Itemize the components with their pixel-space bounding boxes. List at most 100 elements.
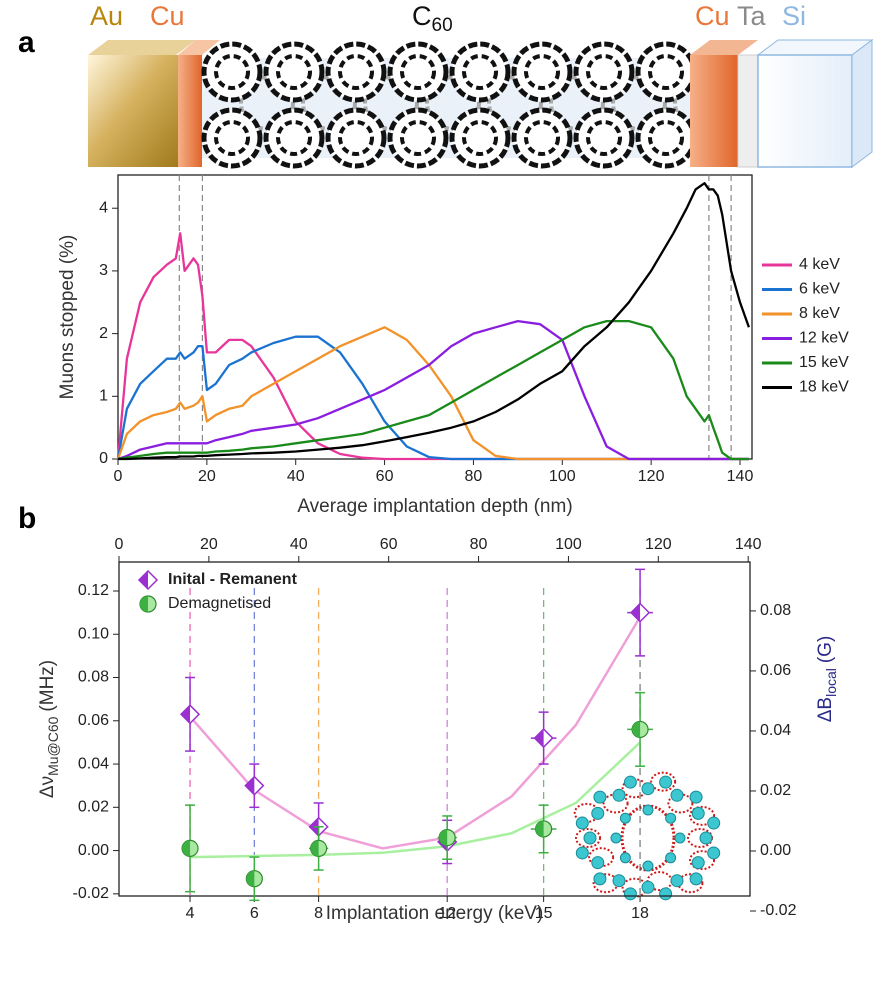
x2-tick-label: 100 xyxy=(555,536,582,553)
atom xyxy=(689,872,703,886)
atom xyxy=(707,816,721,830)
layer-label: Au xyxy=(90,1,123,31)
series-line xyxy=(118,182,750,461)
x-tick-label: 60 xyxy=(376,468,394,485)
x-tick-label: 8 xyxy=(314,905,323,922)
data-point xyxy=(533,728,554,749)
fullerene-inner xyxy=(276,120,312,156)
y-title-unit: (MHz) xyxy=(37,660,58,712)
au-top xyxy=(88,40,196,55)
x-tick-label: 40 xyxy=(287,468,305,485)
atom xyxy=(619,812,631,824)
atom xyxy=(659,775,673,789)
y-tick-label: 3 xyxy=(99,262,108,279)
atom xyxy=(591,856,605,870)
atom xyxy=(623,887,637,901)
legend-label: 12 keV xyxy=(799,330,849,347)
layer-name: Ta xyxy=(737,1,767,31)
y-tick-label: 0 xyxy=(99,450,108,467)
data-point xyxy=(438,828,456,847)
atom xyxy=(593,790,607,804)
marker-fill xyxy=(535,820,544,837)
fullerene xyxy=(573,107,635,169)
cu-top xyxy=(178,40,220,55)
fit-curve xyxy=(189,741,641,859)
fullerene-inner xyxy=(400,120,436,156)
atom xyxy=(665,852,677,864)
fullerene xyxy=(511,107,573,169)
marker-fill xyxy=(534,729,544,748)
series-line xyxy=(116,326,749,461)
marker-fill xyxy=(140,596,148,612)
atom xyxy=(641,880,655,894)
data-point xyxy=(244,775,265,796)
y2-title-main: ΔB xyxy=(815,697,836,722)
legend-marker xyxy=(137,569,159,591)
atom xyxy=(670,874,684,888)
fullerene-inner xyxy=(338,120,374,156)
atom xyxy=(659,887,673,901)
cu-block xyxy=(690,55,738,167)
panel-label: b xyxy=(18,502,36,535)
layer-label: C60 xyxy=(412,1,453,36)
fullerene xyxy=(325,107,387,169)
y2-axis-title: ΔBlocal (G) xyxy=(815,636,839,723)
legend-label: Demagnetised xyxy=(168,595,271,612)
plot-frame xyxy=(118,561,751,897)
y2-tick-label: 0.08 xyxy=(760,602,791,619)
data-point xyxy=(535,820,553,838)
x-axis-title: Implantation energy (keV) xyxy=(326,903,544,924)
x-tick-label: 100 xyxy=(549,468,576,485)
atom xyxy=(689,790,703,804)
y2-title-sub: local xyxy=(823,668,839,697)
au-block xyxy=(88,55,178,167)
atom xyxy=(575,846,589,860)
fullerene-inner xyxy=(214,120,250,156)
layer-name: Cu xyxy=(150,1,185,31)
x-tick-label: 120 xyxy=(638,468,665,485)
layer-label: Cu xyxy=(150,1,185,31)
data-point xyxy=(631,720,649,739)
y2-tick-label: 0.00 xyxy=(760,842,791,859)
x-tick-label: 80 xyxy=(465,468,483,485)
y-tick-label: 0.00 xyxy=(78,842,109,859)
x-tick-label: 140 xyxy=(727,468,754,485)
x-tick-label: 4 xyxy=(186,905,195,922)
legend-marker xyxy=(139,595,157,613)
fullerene-inner xyxy=(648,54,684,90)
y-title-main: Δν xyxy=(37,776,58,798)
y-axis-title: Muons stopped (%) xyxy=(57,235,78,400)
y-tick-label: 0.04 xyxy=(78,755,109,772)
fullerene-inner xyxy=(276,54,312,90)
atom xyxy=(575,816,589,830)
si-block xyxy=(757,54,853,168)
legend-label: 18 keV xyxy=(799,379,849,396)
y2-title-unit: (G) xyxy=(815,636,836,663)
y-tick-label: -0.02 xyxy=(73,885,110,902)
x-tick-label: 12 xyxy=(438,905,456,922)
fullerene xyxy=(201,41,263,103)
x2-tick-label: 0 xyxy=(115,536,124,553)
atom xyxy=(593,872,607,886)
data-point xyxy=(310,839,328,858)
atom xyxy=(691,856,705,870)
x2-tick-label: 140 xyxy=(735,536,762,553)
atom xyxy=(699,831,713,845)
fullerene-inner xyxy=(400,54,436,90)
cu-top xyxy=(690,40,758,55)
x2-tick-label: 120 xyxy=(645,536,672,553)
y-tick-label: 2 xyxy=(99,325,108,342)
fullerene xyxy=(635,107,697,169)
legend-label: 8 keV xyxy=(799,305,840,322)
y-tick-label: 4 xyxy=(99,199,108,216)
fullerene xyxy=(449,107,511,169)
marker-fill xyxy=(181,705,191,724)
atom xyxy=(591,806,605,820)
marker-fill xyxy=(439,829,448,846)
fullerene-inner xyxy=(462,120,498,156)
fullerene xyxy=(635,41,697,103)
fullerene-inner xyxy=(338,54,374,90)
atom xyxy=(619,852,631,864)
y-title-sub: Mu@C60 xyxy=(45,716,61,776)
